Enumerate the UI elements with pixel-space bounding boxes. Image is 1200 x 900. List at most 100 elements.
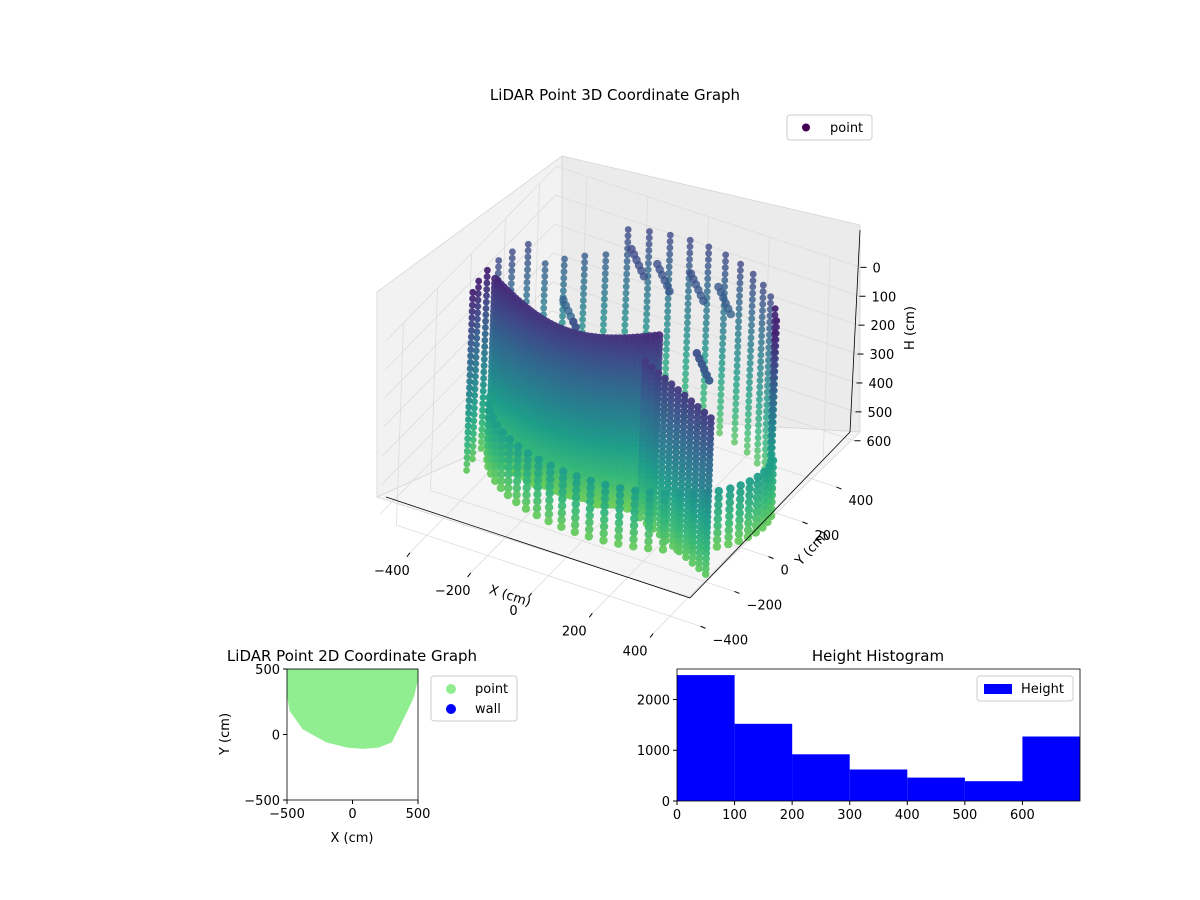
chart-3d-point [718, 353, 726, 360]
chart-3d-point [522, 476, 532, 486]
chart-2d-legend-label-wall: wall [475, 702, 501, 717]
chart-3d-point [705, 243, 713, 251]
chart-3d-point [664, 295, 672, 303]
chart-3d-point [745, 484, 754, 493]
chart-3d-point [507, 280, 515, 287]
chart-3d-point [663, 333, 671, 341]
chart-3d-point [558, 474, 568, 483]
chart-3d-point [466, 365, 474, 372]
chart-3d-point [667, 401, 675, 409]
chart-3d-z-tick-label: 200 [871, 319, 896, 334]
chart-3d-point [768, 430, 776, 438]
chart-3d-point [624, 238, 632, 246]
chart-3d-point [744, 429, 752, 437]
chart-3d-point [464, 441, 471, 449]
chart-3d-point [482, 311, 490, 319]
chart-3d-point [505, 435, 515, 444]
histogram-legend-label: Height [1021, 682, 1064, 697]
chart-3d-point [491, 476, 500, 485]
chart-3d-point [630, 493, 640, 502]
chart-3d-point [746, 359, 754, 367]
chart-3d-point [580, 271, 588, 279]
chart-3d-point [467, 333, 475, 341]
chart-3d-point [469, 455, 476, 463]
chart-3d-point [756, 383, 764, 391]
chart-3d-point [736, 279, 744, 287]
chart-3d-point [469, 301, 476, 309]
chart-3d-point [572, 472, 581, 481]
chart-3d-point [522, 490, 531, 499]
chart-3d-point [758, 502, 768, 511]
histogram-bars [677, 675, 1080, 801]
chart-3d-point [481, 343, 489, 350]
chart-3d-point [685, 262, 693, 270]
chart-3d-point [571, 506, 580, 516]
chart-3d-point [614, 518, 624, 528]
chart-3d-point [483, 273, 491, 281]
chart-3d-point [475, 284, 482, 291]
chart-3d-point [465, 403, 473, 411]
chart-3d-point [642, 323, 650, 331]
chart-3d-point [585, 511, 594, 520]
chart-3d-point [695, 564, 703, 573]
chart-2d-x-tick-label: −500 [269, 807, 305, 822]
chart-3d-legend-marker [802, 123, 810, 132]
chart-3d-point [524, 266, 531, 274]
chart-2d-y-tick-label: −500 [244, 794, 280, 809]
chart-3d-point [731, 419, 739, 427]
chart-3d-point [497, 456, 506, 465]
chart-3d-point [524, 259, 532, 267]
chart-3d-point [702, 326, 710, 333]
chart-3d-point [658, 545, 668, 554]
chart-3d-point [724, 519, 734, 528]
chart-3d-point [744, 417, 752, 424]
chart-3d-point [600, 302, 608, 309]
chart-3d-point [512, 483, 521, 493]
chart-3d-point [467, 352, 474, 360]
chart-3d-point [720, 315, 727, 322]
chart-3d-x-tick-label: 0 [509, 604, 517, 619]
chart-3d-point [769, 399, 777, 406]
chart-3d-point [478, 438, 485, 446]
chart-3d-point [717, 404, 724, 411]
histogram-bar [849, 769, 908, 801]
chart-3d-point [586, 490, 595, 499]
chart-3d-y-tick [836, 486, 842, 490]
chart-3d-point [480, 362, 488, 370]
chart-3d-point [579, 297, 587, 304]
chart-3d-point [496, 476, 506, 486]
histogram-x-tick-label: 100 [722, 808, 747, 823]
chart-3d-point [523, 272, 531, 280]
chart-3d-point [644, 537, 653, 546]
chart-3d-grid-line-z [381, 310, 856, 486]
chart-3d-point [463, 467, 470, 474]
chart-3d-point [733, 362, 741, 370]
chart-3d-point [580, 284, 588, 292]
chart-3d-point [666, 257, 673, 264]
chart-3d-point [508, 261, 516, 268]
chart-3d-point [533, 483, 542, 492]
chart-3d-point [743, 442, 751, 450]
chart-2d-y-tick-label: 500 [255, 663, 280, 678]
chart-3d-point [544, 503, 554, 512]
chart-3d-point [745, 391, 753, 399]
chart-3d-point [558, 487, 567, 497]
chart-3d-point [579, 322, 586, 330]
chart-3d-point [704, 281, 711, 289]
chart-2d-x-axis-label: X (cm) [331, 831, 374, 846]
chart-3d-point [664, 314, 671, 322]
chart-3d-point [684, 294, 692, 301]
chart-3d-point [732, 394, 740, 401]
chart-3d-point [717, 391, 725, 399]
chart-3d-point [483, 292, 490, 300]
chart-3d-point [498, 435, 507, 444]
chart-3d-point [717, 397, 725, 405]
chart-3d-z-tick-label: 100 [872, 290, 897, 305]
chart-3d-point [716, 423, 724, 430]
chart-3d-point [480, 368, 488, 376]
chart-3d-point [473, 322, 481, 329]
chart-3d-point [645, 259, 652, 267]
chart-3d-point [716, 410, 724, 418]
chart-3d-point [754, 440, 762, 448]
chart-3d-point [491, 462, 500, 472]
